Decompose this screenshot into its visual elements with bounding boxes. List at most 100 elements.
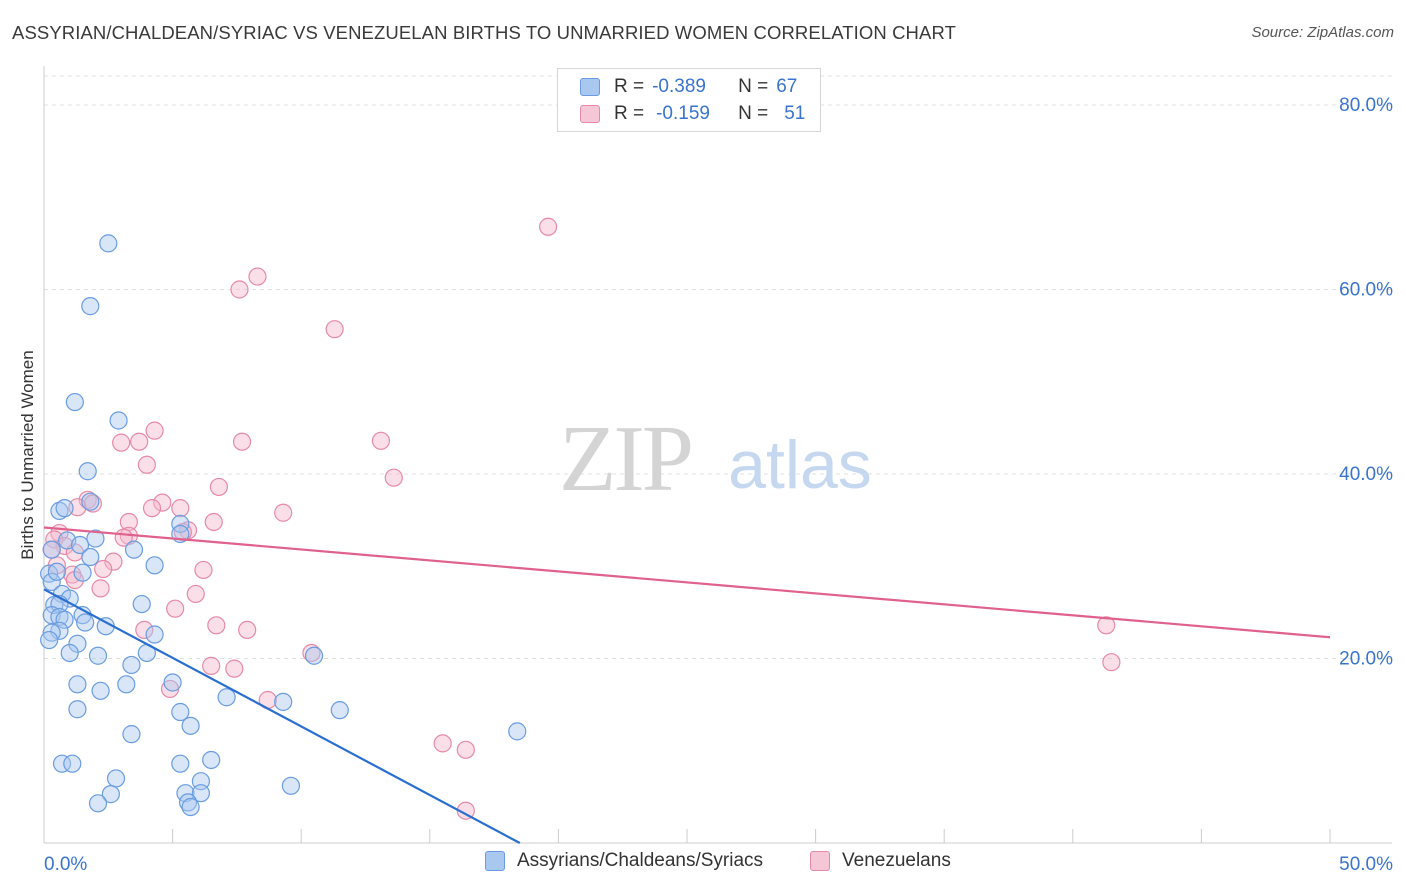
data-point-assyrians	[68, 700, 87, 719]
legend-item-venezuelans: Venezuelans	[810, 850, 951, 872]
y-tick-label: 80.0%	[1339, 95, 1393, 116]
data-point-assyrians	[171, 514, 190, 533]
data-point-assyrians	[68, 675, 87, 694]
data-point-venezuelans	[194, 560, 213, 580]
data-point-venezuelans	[232, 432, 252, 451]
data-point-venezuelans	[230, 280, 249, 299]
data-point-assyrians	[42, 540, 61, 559]
legend-swatch-blue	[485, 851, 505, 871]
data-point-assyrians	[145, 625, 164, 644]
trend-lines	[43, 526, 1331, 844]
watermark: ZIP atlas	[559, 407, 872, 511]
data-point-assyrians	[63, 754, 82, 773]
legend-item-assyrians: Assyrians/Chaldeans/Syriacs	[485, 850, 763, 872]
data-point-assyrians	[304, 646, 324, 665]
tick-labels: 20.0% 40.0% 60.0% 80.0% 0.0% 50.0%	[44, 95, 1393, 875]
trend-line-assyrians	[43, 588, 521, 844]
r-label: R =	[614, 103, 645, 124]
data-point-venezuelans	[209, 477, 228, 497]
series-assyrians	[40, 234, 527, 817]
data-point-venezuelans	[1102, 653, 1121, 672]
r-value: -0.159	[656, 103, 710, 124]
data-point-assyrians	[132, 594, 151, 614]
watermark-atlas: atlas	[728, 427, 872, 503]
x-tick-label: 0.0%	[44, 854, 87, 875]
data-point-assyrians	[47, 562, 66, 581]
data-point-assyrians	[99, 234, 118, 253]
data-point-assyrians	[78, 462, 97, 481]
data-point-venezuelans	[202, 656, 221, 675]
data-point-venezuelans	[539, 217, 558, 236]
n-value: 67	[776, 76, 798, 97]
venezuelans-swatch	[580, 105, 600, 123]
data-point-assyrians	[65, 392, 84, 412]
data-point-assyrians	[171, 754, 190, 773]
data-point-assyrians	[81, 547, 100, 567]
data-point-assyrians	[55, 499, 74, 518]
gridlines	[44, 75, 1392, 659]
data-point-assyrians	[217, 688, 236, 707]
data-point-venezuelans	[238, 620, 257, 640]
assyrians-swatch	[580, 78, 600, 96]
legend-label-venezuelans: Venezuelans	[842, 850, 951, 871]
data-point-assyrians	[60, 643, 79, 663]
data-point-assyrians	[122, 655, 141, 675]
data-point-assyrians	[101, 785, 120, 804]
n-value: 51	[784, 103, 806, 124]
axes	[43, 66, 1392, 844]
data-point-assyrians	[117, 675, 136, 694]
data-point-venezuelans	[207, 616, 226, 635]
data-point-venezuelans	[153, 493, 172, 512]
y-axis-label: Births to Unmarried Women	[18, 350, 37, 560]
data-point-venezuelans	[166, 599, 185, 618]
n-label: N =	[738, 103, 769, 124]
data-point-venezuelans	[384, 468, 403, 487]
data-point-assyrians	[191, 784, 210, 803]
data-point-venezuelans	[83, 494, 102, 513]
data-point-assyrians	[81, 297, 100, 316]
data-point-venezuelans	[456, 740, 475, 759]
data-point-assyrians	[42, 572, 61, 592]
data-point-assyrians	[50, 607, 69, 627]
data-point-assyrians	[274, 692, 293, 711]
y-tick-label: 40.0%	[1339, 464, 1393, 485]
data-point-venezuelans	[104, 552, 123, 571]
source-credit: Source: ZipAtlas.com	[1251, 24, 1394, 41]
stats-row-assyrians: R = -0.389 N = 67	[580, 74, 797, 100]
data-point-assyrians	[508, 722, 527, 741]
watermark-zip: ZIP	[559, 407, 691, 511]
r-value: -0.389	[652, 76, 706, 97]
data-point-venezuelans	[145, 421, 164, 440]
series-venezuelans	[42, 217, 1121, 820]
data-point-venezuelans	[302, 643, 321, 663]
data-point-venezuelans	[91, 579, 110, 598]
data-point-venezuelans	[135, 620, 154, 640]
legend-label-assyrians: Assyrians/Chaldeans/Syriacs	[517, 850, 764, 871]
data-point-venezuelans	[325, 320, 344, 339]
data-point-assyrians	[81, 492, 100, 511]
data-point-assyrians	[163, 673, 182, 692]
data-point-assyrians	[124, 540, 144, 559]
data-point-assyrians	[330, 701, 349, 720]
data-point-venezuelans	[186, 584, 205, 604]
data-point-assyrians	[122, 725, 141, 744]
data-point-assyrians	[281, 776, 301, 795]
n-label: N =	[738, 76, 769, 97]
data-point-assyrians	[76, 613, 95, 632]
data-point-assyrians	[181, 797, 200, 817]
data-point-assyrians	[106, 769, 126, 788]
legend-swatch-pink	[810, 851, 830, 871]
data-point-venezuelans	[204, 512, 223, 532]
r-label: R =	[614, 76, 645, 97]
data-point-assyrians	[202, 750, 221, 770]
data-point-venezuelans	[65, 570, 84, 590]
data-point-venezuelans	[274, 503, 293, 522]
trend-line-venezuelans	[43, 526, 1331, 639]
data-point-assyrians	[52, 754, 72, 773]
data-point-assyrians	[88, 794, 108, 813]
chart-title: ASSYRIAN/CHALDEAN/SYRIAC VS VENEZUELAN B…	[12, 22, 956, 43]
data-point-venezuelans	[112, 433, 131, 452]
data-point-venezuelans	[433, 734, 452, 753]
data-point-assyrians	[86, 529, 105, 548]
